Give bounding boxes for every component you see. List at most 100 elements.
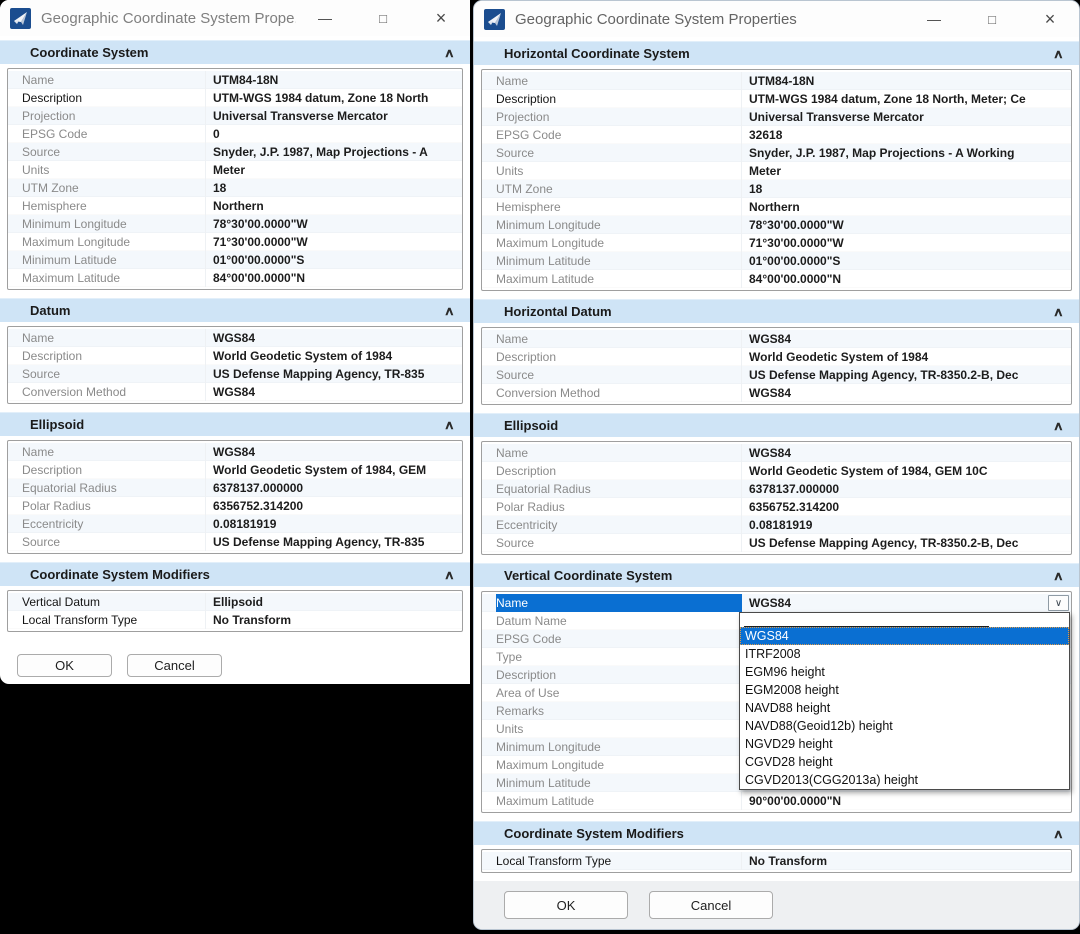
property-row-name[interactable]: Name UTM84-18N: [8, 70, 462, 89]
property-row-maximum-longitude[interactable]: Maximum Longitude 71°30'00.0000"W: [8, 232, 462, 251]
dropdown-item-ngvd29-height[interactable]: NGVD29 height: [745, 737, 833, 751]
section-header-coordinate-system[interactable]: Coordinate System ∧: [0, 40, 470, 64]
property-row-source[interactable]: Source US Defense Mapping Agency, TR-8350…: [482, 533, 1071, 552]
property-row-units[interactable]: Units Meter: [8, 160, 462, 179]
property-row-description[interactable]: Description World Geodetic System of 1984…: [482, 461, 1071, 480]
ok-button[interactable]: OK: [17, 654, 112, 677]
chevron-up-icon[interactable]: ∧: [444, 567, 456, 582]
property-row-minimum-latitude[interactable]: Minimum Latitude 01°00'00.0000"S: [8, 250, 462, 269]
section-header-datum[interactable]: Datum ∧: [0, 298, 470, 322]
property-row-vertical-datum[interactable]: Vertical Datum Ellipsoid: [8, 592, 462, 611]
dropdown-item-navd88-height[interactable]: NAVD88 height: [745, 701, 831, 715]
chevron-up-icon[interactable]: ∧: [444, 45, 456, 60]
property-row-minimum-longitude[interactable]: Minimum Longitude 78°30'00.0000"W: [482, 215, 1071, 234]
property-row-maximum-latitude[interactable]: Maximum Latitude 84°00'00.0000"N: [482, 269, 1071, 288]
maximize-button-icon[interactable]: □: [988, 11, 996, 27]
property-row-equatorial-radius[interactable]: Equatorial Radius 6378137.000000: [482, 479, 1071, 498]
ok-button[interactable]: OK: [504, 891, 628, 919]
chevron-up-icon[interactable]: ∧: [1053, 46, 1065, 61]
chevron-up-icon[interactable]: ∧: [444, 417, 456, 432]
cancel-button[interactable]: Cancel: [649, 891, 773, 919]
property-row-local-transform-type[interactable]: Local Transform Type No Transform: [482, 851, 1071, 870]
left-titlebar[interactable]: Geographic Coordinate System Prope... — …: [0, 0, 470, 36]
close-button-icon[interactable]: ×: [435, 7, 447, 28]
chevron-up-icon[interactable]: ∧: [1053, 304, 1065, 319]
row-gutter: [8, 461, 22, 478]
property-row-conversion-method[interactable]: Conversion Method WGS84: [8, 382, 462, 401]
property-row-epsg-code[interactable]: EPSG Code 0: [8, 124, 462, 143]
property-row-projection[interactable]: Projection Universal Transverse Mercator: [482, 107, 1071, 126]
property-row-polar-radius[interactable]: Polar Radius 6356752.314200: [8, 496, 462, 515]
dropdown-item-navd88-geoid12b-height[interactable]: NAVD88(Geoid12b) height: [745, 719, 893, 733]
section-header-horizontal-datum[interactable]: Horizontal Datum ∧: [474, 299, 1079, 323]
property-row-description[interactable]: Description UTM-WGS 1984 datum, Zone 18 N…: [482, 89, 1071, 108]
minimize-button-icon[interactable]: —: [927, 11, 941, 27]
row-gutter: [482, 720, 496, 737]
chevron-up-icon[interactable]: ∧: [1053, 568, 1065, 583]
row-value: 78°30'00.0000"W: [213, 216, 308, 231]
dropdown-item-cgvd28-height[interactable]: CGVD28 height: [745, 755, 833, 769]
property-row-name[interactable]: Name WGS84: [482, 443, 1071, 462]
minimize-button-icon[interactable]: —: [318, 10, 332, 26]
property-row-name[interactable]: Name WGS84: [8, 328, 462, 347]
property-row-equatorial-radius[interactable]: Equatorial Radius 6378137.000000: [8, 478, 462, 497]
row-label: Source: [22, 532, 206, 551]
property-row-maximum-latitude[interactable]: Maximum Latitude 90°00'00.0000"N: [482, 791, 1071, 810]
dropdown-item-egm96-height[interactable]: EGM96 height: [745, 665, 825, 679]
property-row-eccentricity[interactable]: Eccentricity 0.08181919: [482, 515, 1071, 534]
dropdown-edit-blank-row[interactable]: [740, 613, 1069, 627]
property-row-local-transform-type[interactable]: Local Transform Type No Transform: [8, 610, 462, 629]
property-row-description[interactable]: Description UTM-WGS 1984 datum, Zone 18 N…: [8, 88, 462, 107]
cancel-button[interactable]: Cancel: [127, 654, 222, 677]
property-row-name[interactable]: Name UTM84-18N: [482, 71, 1071, 90]
combo-dropdown-button[interactable]: ∨: [1048, 595, 1069, 611]
section-header-horizontal-coordinate-system[interactable]: Horizontal Coordinate System ∧: [474, 41, 1079, 65]
property-row-name[interactable]: Name WGS84 ∨: [482, 593, 1071, 612]
property-row-hemisphere[interactable]: Hemisphere Northern: [482, 197, 1071, 216]
property-row-polar-radius[interactable]: Polar Radius 6356752.314200: [482, 497, 1071, 516]
property-row-utm-zone[interactable]: UTM Zone 18: [8, 178, 462, 197]
property-row-minimum-latitude[interactable]: Minimum Latitude 01°00'00.0000"S: [482, 251, 1071, 270]
section-header-coordinate-system-modifiers[interactable]: Coordinate System Modifiers ∧: [474, 821, 1079, 845]
property-row-description[interactable]: Description World Geodetic System of 1984: [8, 346, 462, 365]
dropdown-item-itrf2008[interactable]: ITRF2008: [745, 647, 801, 661]
property-row-name[interactable]: Name WGS84: [482, 329, 1071, 348]
property-row-utm-zone[interactable]: UTM Zone 18: [482, 179, 1071, 198]
row-value[interactable]: WGS84: [749, 595, 792, 610]
property-row-units[interactable]: Units Meter: [482, 161, 1071, 180]
property-row-description[interactable]: Description World Geodetic System of 1984…: [8, 460, 462, 479]
row-label: Maximum Longitude: [22, 232, 206, 251]
property-row-name[interactable]: Name WGS84: [8, 442, 462, 461]
row-label: Name: [496, 71, 742, 90]
dropdown-item-cgvd2013-cgg2013a-height[interactable]: CGVD2013(CGG2013a) height: [745, 773, 919, 787]
property-row-hemisphere[interactable]: Hemisphere Northern: [8, 196, 462, 215]
row-value: 18: [213, 180, 227, 195]
dropdown-item-wgs84[interactable]: WGS84: [740, 627, 1069, 645]
right-titlebar[interactable]: Geographic Coordinate System Properties …: [474, 1, 1079, 37]
property-row-source[interactable]: Source Snyder, J.P. 1987, Map Projections…: [482, 143, 1071, 162]
property-row-maximum-latitude[interactable]: Maximum Latitude 84°00'00.0000"N: [8, 268, 462, 287]
dropdown-item-egm2008-height[interactable]: EGM2008 height: [745, 683, 839, 697]
section-header-coordinate-system-modifiers[interactable]: Coordinate System Modifiers ∧: [0, 562, 470, 586]
property-row-description[interactable]: Description World Geodetic System of 1984: [482, 347, 1071, 366]
property-row-conversion-method[interactable]: Conversion Method WGS84: [482, 383, 1071, 402]
property-row-epsg-code[interactable]: EPSG Code 32618: [482, 125, 1071, 144]
row-gutter: [482, 630, 496, 647]
property-row-source[interactable]: Source US Defense Mapping Agency, TR-8350…: [482, 365, 1071, 384]
property-row-maximum-longitude[interactable]: Maximum Longitude 71°30'00.0000"W: [482, 233, 1071, 252]
property-row-projection[interactable]: Projection Universal Transverse Mercator: [8, 106, 462, 125]
maximize-button-icon[interactable]: □: [379, 10, 387, 26]
property-row-source[interactable]: Source US Defense Mapping Agency, TR-835: [8, 532, 462, 551]
chevron-up-icon[interactable]: ∧: [1053, 826, 1065, 841]
property-row-source[interactable]: Source Snyder, J.P. 1987, Map Projections…: [8, 142, 462, 161]
row-value: World Geodetic System of 1984, GEM 10C: [749, 463, 988, 478]
chevron-up-icon[interactable]: ∧: [444, 303, 456, 318]
close-button-icon[interactable]: ×: [1044, 8, 1056, 29]
property-row-source[interactable]: Source US Defense Mapping Agency, TR-835: [8, 364, 462, 383]
section-header-vertical-coordinate-system[interactable]: Vertical Coordinate System ∧: [474, 563, 1079, 587]
property-row-minimum-longitude[interactable]: Minimum Longitude 78°30'00.0000"W: [8, 214, 462, 233]
property-row-eccentricity[interactable]: Eccentricity 0.08181919: [8, 514, 462, 533]
section-header-ellipsoid[interactable]: Ellipsoid ∧: [0, 412, 470, 436]
chevron-up-icon[interactable]: ∧: [1053, 418, 1065, 433]
section-header-ellipsoid[interactable]: Ellipsoid ∧: [474, 413, 1079, 437]
